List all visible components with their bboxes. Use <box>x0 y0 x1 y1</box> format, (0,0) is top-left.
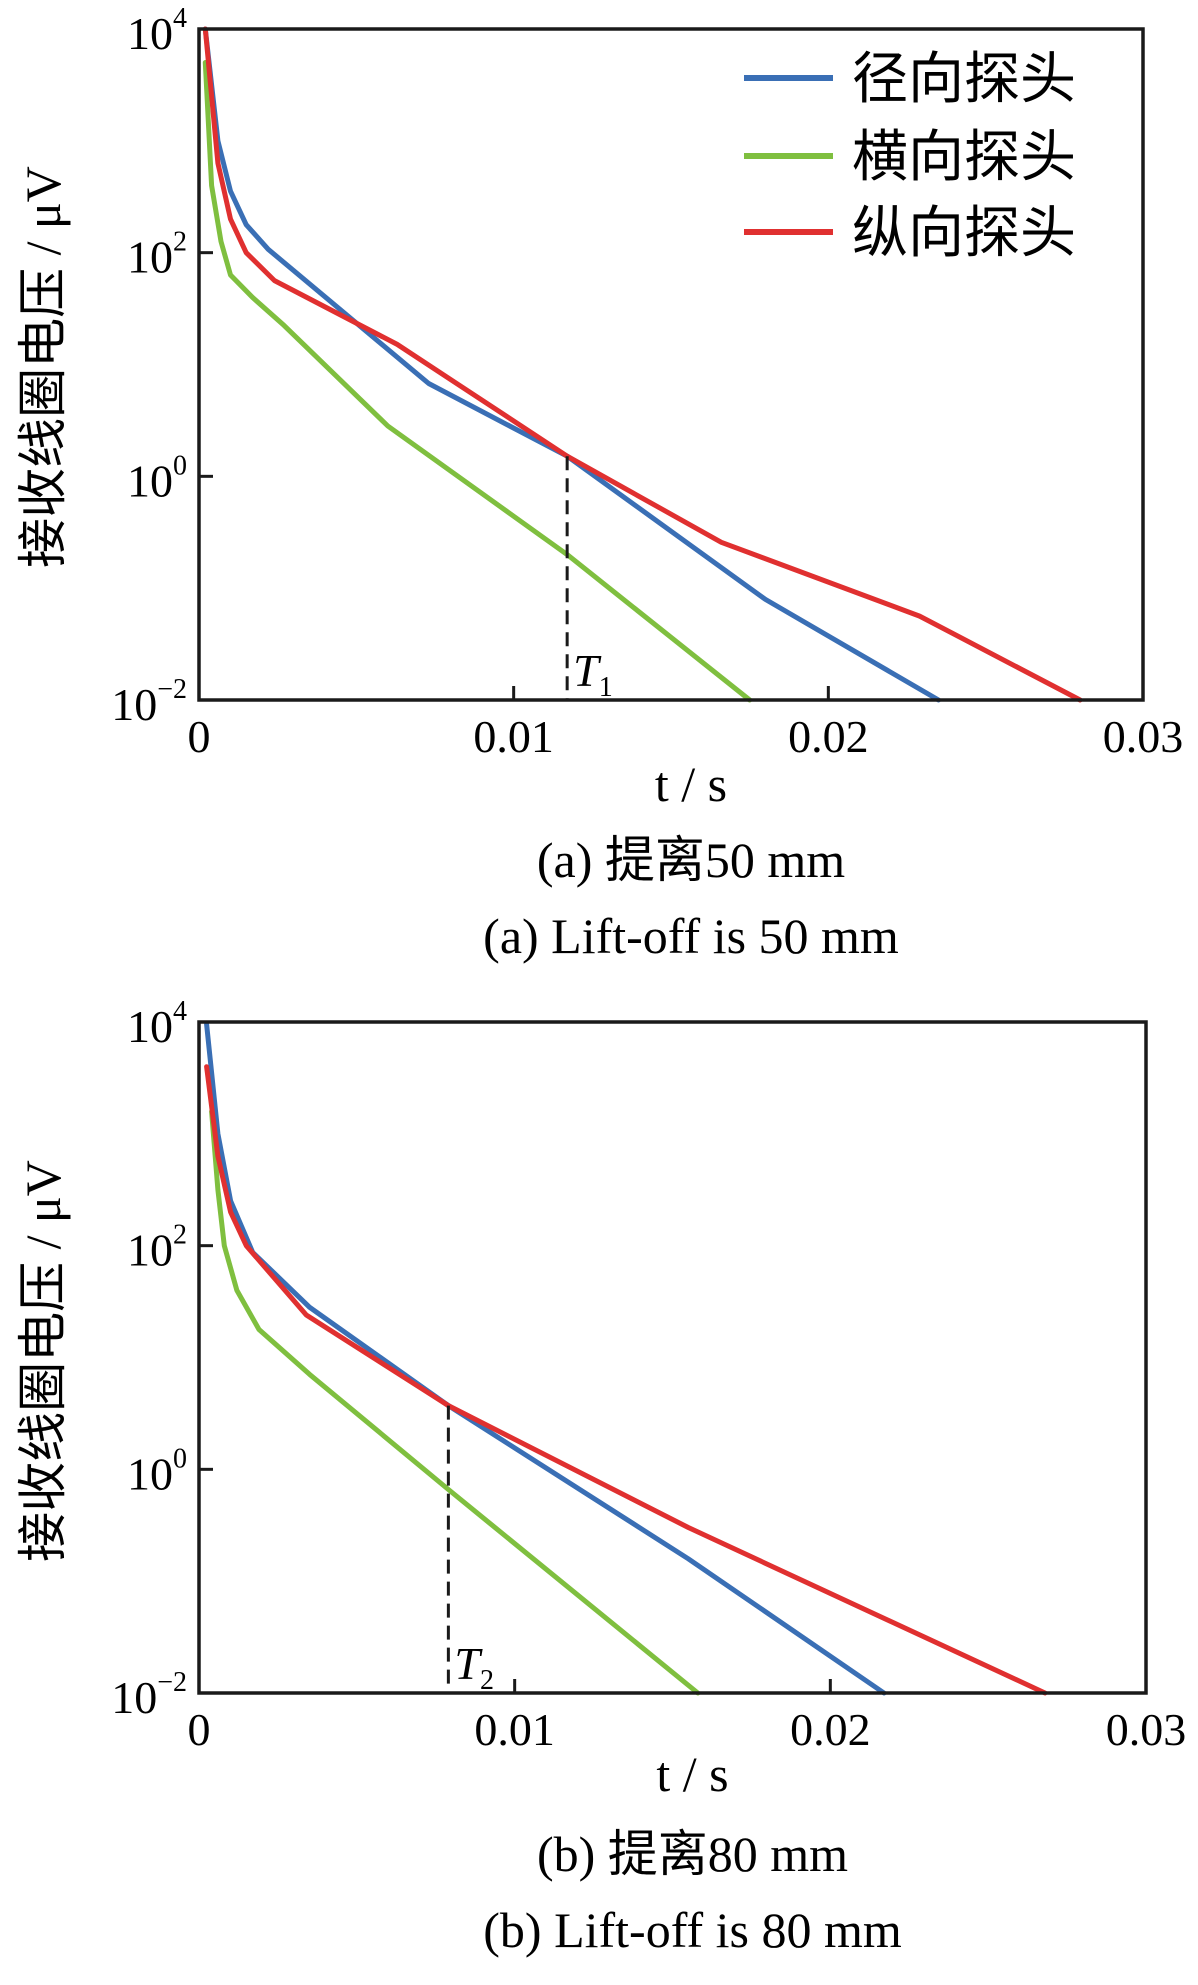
marker-label: T1 <box>573 645 613 703</box>
chart-title: (a) 提离50 mm <box>537 832 845 888</box>
y-tick-label: 100 <box>127 1443 187 1499</box>
y-tick-base: 10 <box>127 1001 173 1052</box>
y-axis-label: 接收线圈电压 / μV <box>15 1160 71 1562</box>
legend-label: 横向探头 <box>852 127 1076 189</box>
y-tick-base: 10 <box>127 455 173 506</box>
legend-label: 纵向探头 <box>852 203 1076 265</box>
x-tick-label: 0.02 <box>790 1704 871 1755</box>
series-line-0 <box>202 26 941 703</box>
series-line-2 <box>204 1064 1048 1696</box>
y-tick-base: 10 <box>127 1225 173 1276</box>
y-tick-base: 10 <box>111 679 157 730</box>
y-tick-exp: 0 <box>173 450 187 481</box>
y-tick-exp: 2 <box>173 1220 187 1251</box>
x-tick-label: 0.03 <box>1106 1704 1187 1755</box>
marker-label-sub: 1 <box>599 672 613 703</box>
series-line-1 <box>209 1109 701 1696</box>
x-tick-label: 0.01 <box>473 711 554 762</box>
y-axis-label: 接收线圈电压 / μV <box>15 166 71 568</box>
y-tick-label: 104 <box>127 996 187 1052</box>
series-line-2 <box>202 26 1083 703</box>
y-tick-exp: 2 <box>173 227 187 258</box>
x-tick-label: 0 <box>188 711 211 762</box>
x-tick-label: 0 <box>188 1704 211 1755</box>
x-tick-label: 0.02 <box>788 711 869 762</box>
x-tick-label: 0.03 <box>1103 711 1184 762</box>
plot-frame <box>197 1020 1148 1695</box>
series-line-0 <box>204 1021 887 1696</box>
y-tick-label: 100 <box>127 450 187 506</box>
y-tick-label: 10−2 <box>111 1667 187 1723</box>
legend-label: 径向探头 <box>852 49 1076 111</box>
series-line-1 <box>202 60 753 703</box>
chart-title: (b) 提离80 mm <box>537 1826 848 1882</box>
y-tick-label: 104 <box>127 3 187 59</box>
chart-subtitle: (a) Lift-off is 50 mm <box>483 908 899 964</box>
y-tick-base: 10 <box>111 1672 157 1723</box>
y-tick-exp: −2 <box>157 1667 187 1698</box>
x-tick-label: 0.01 <box>474 1704 555 1755</box>
x-axis-label: t / s <box>656 1746 728 1802</box>
chart-subtitle: (b) Lift-off is 80 mm <box>483 1902 902 1958</box>
marker-label: T2 <box>454 1638 494 1696</box>
plot-frame <box>197 27 1145 702</box>
y-tick-base: 10 <box>127 8 173 59</box>
y-tick-label: 102 <box>127 227 187 283</box>
y-tick-exp: 0 <box>173 1443 187 1474</box>
y-tick-exp: 4 <box>173 3 187 34</box>
y-tick-base: 10 <box>127 1448 173 1499</box>
y-tick-label: 10−2 <box>111 674 187 730</box>
y-tick-exp: −2 <box>157 674 187 705</box>
x-axis-label: t / s <box>655 756 727 812</box>
marker-label-sub: 2 <box>480 1665 494 1696</box>
y-tick-base: 10 <box>127 232 173 283</box>
y-tick-label: 102 <box>127 1220 187 1276</box>
y-tick-exp: 4 <box>173 996 187 1027</box>
